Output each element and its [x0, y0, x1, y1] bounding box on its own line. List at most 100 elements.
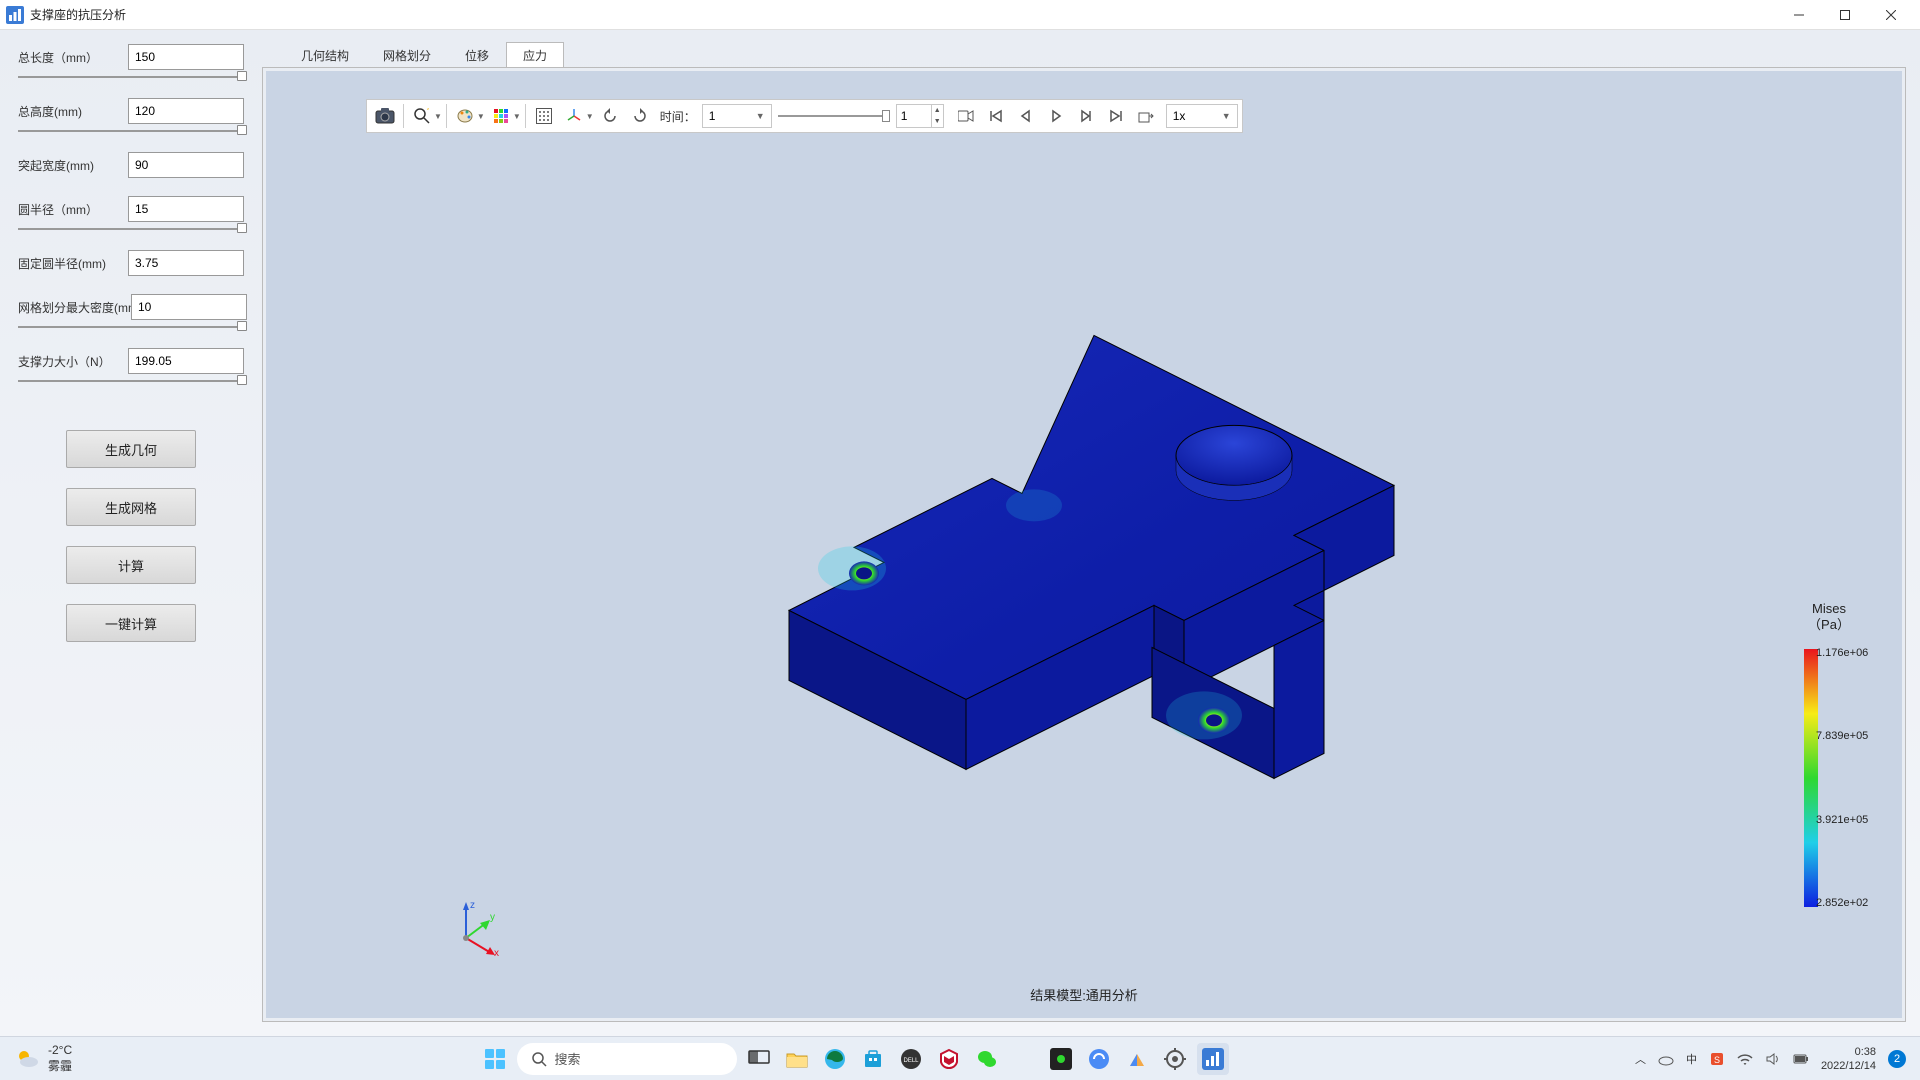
record-icon[interactable] — [952, 102, 980, 130]
dell-icon[interactable]: DELL — [895, 1043, 927, 1075]
camera-icon[interactable] — [371, 102, 399, 130]
ime-icon[interactable]: 中 — [1686, 1051, 1697, 1067]
param-input[interactable] — [131, 294, 247, 320]
taskbar-search[interactable]: 搜索 — [517, 1043, 737, 1075]
clock[interactable]: 0:382022/12/14 — [1821, 1045, 1876, 1073]
param-label: 固定圆半径(mm) — [18, 255, 120, 272]
param-label: 圆半径（mm） — [18, 201, 120, 218]
onedrive-icon[interactable] — [1658, 1052, 1674, 1066]
rotate-right-icon[interactable] — [626, 102, 654, 130]
svg-text:z: z — [470, 900, 475, 911]
skip-first-icon[interactable] — [982, 102, 1010, 130]
action-button-2[interactable]: 计算 — [66, 546, 196, 584]
legend-tick: 7.839e+05 — [1816, 730, 1868, 742]
tab-1[interactable]: 网格划分 — [366, 42, 448, 68]
cube-color-icon[interactable] — [487, 102, 515, 130]
current-app-icon[interactable] — [1197, 1043, 1229, 1075]
action-button-0[interactable]: 生成几何 — [66, 430, 196, 468]
weather-widget[interactable]: -2°C雾霾 — [0, 1043, 86, 1074]
tab-bar: 几何结构网格划分位移应力 — [262, 38, 1906, 68]
param-label: 突起宽度(mm) — [18, 157, 120, 174]
model-render — [734, 295, 1434, 815]
grid-dots-icon[interactable] — [530, 102, 558, 130]
main-area: 几何结构网格划分位移应力 ▼ ▼ ▼ ▼ — [262, 30, 1920, 1036]
param-slider[interactable] — [18, 378, 244, 384]
svg-text:DELL: DELL — [903, 1058, 919, 1064]
legend-tick: 3.921e+05 — [1816, 814, 1868, 826]
frame-spinner[interactable]: 1▲▼ — [896, 104, 944, 128]
tab-0[interactable]: 几何结构 — [284, 42, 366, 68]
action-button-3[interactable]: 一键计算 — [66, 604, 196, 642]
tab-2[interactable]: 位移 — [448, 42, 506, 68]
speed-dropdown[interactable]: 1x▼ — [1166, 104, 1238, 128]
palette-icon[interactable] — [451, 102, 479, 130]
step-forward-icon[interactable] — [1072, 102, 1100, 130]
param-label: 网格划分最大密度(mm) — [18, 299, 123, 316]
param-slider[interactable] — [18, 324, 244, 330]
volume-icon[interactable] — [1765, 1052, 1781, 1066]
result-label: 结果模型:通用分析 — [1030, 985, 1138, 1004]
minimize-button[interactable] — [1776, 0, 1822, 30]
parameter-panel: 总长度（mm）总高度(mm)突起宽度(mm)圆半径（mm）固定圆半径(mm)网格… — [0, 30, 262, 1036]
viewer-canvas[interactable]: ▼ ▼ ▼ ▼ 时间： 1▼ 1▲▼ — [266, 71, 1902, 1018]
wechat-icon[interactable] — [971, 1043, 1003, 1075]
export-icon[interactable] — [1132, 102, 1160, 130]
axes-icon[interactable] — [560, 102, 588, 130]
content-area: 总长度（mm）总高度(mm)突起宽度(mm)圆半径（mm）固定圆半径(mm)网格… — [0, 30, 1920, 1036]
action-button-1[interactable]: 生成网格 — [66, 488, 196, 526]
taskbar: -2°C雾霾 搜索 DELL ︿ 中 S 0:382022/12/14 — [0, 1036, 1920, 1080]
edge-icon[interactable] — [819, 1043, 851, 1075]
skip-last-icon[interactable] — [1102, 102, 1130, 130]
svg-text:S: S — [1714, 1055, 1720, 1065]
param-slider[interactable] — [18, 74, 244, 80]
param-2: 突起宽度(mm) — [18, 152, 244, 178]
param-4: 固定圆半径(mm) — [18, 250, 244, 276]
svg-text:x: x — [494, 948, 499, 958]
app-icon-3[interactable] — [1121, 1043, 1153, 1075]
battery-icon[interactable] — [1793, 1052, 1809, 1066]
param-input[interactable] — [128, 196, 244, 222]
titlebar: 支撑座的抗压分析 — [0, 0, 1920, 30]
viewer[interactable]: ▼ ▼ ▼ ▼ 时间： 1▼ 1▲▼ — [262, 67, 1906, 1022]
close-button[interactable] — [1868, 0, 1914, 30]
time-dropdown[interactable]: 1▼ — [702, 104, 772, 128]
wifi-icon[interactable] — [1737, 1052, 1753, 1066]
param-input[interactable] — [128, 152, 244, 178]
store-icon[interactable] — [857, 1043, 889, 1075]
param-slider[interactable] — [18, 226, 244, 232]
legend-ticks: 1.176e+06 7.839e+05 3.921e+05 2.852e+02 — [1816, 647, 1886, 909]
system-tray[interactable]: ︿ 中 S 0:382022/12/14 2 — [1621, 1045, 1920, 1073]
step-back-icon[interactable] — [1012, 102, 1040, 130]
legend-tick: 1.176e+06 — [1816, 647, 1868, 659]
param-label: 总长度（mm） — [18, 49, 120, 66]
param-3: 圆半径（mm） — [18, 196, 244, 232]
tab-3[interactable]: 应力 — [506, 42, 564, 69]
explorer-icon[interactable] — [781, 1043, 813, 1075]
param-input[interactable] — [128, 348, 244, 374]
axis-triad: z y x — [446, 898, 506, 958]
param-input[interactable] — [128, 44, 244, 70]
play-icon[interactable] — [1042, 102, 1070, 130]
tray-chevron-icon[interactable]: ︿ — [1635, 1051, 1646, 1067]
param-slider[interactable] — [18, 128, 244, 134]
time-slider[interactable] — [778, 104, 890, 128]
settings-icon[interactable] — [1159, 1043, 1191, 1075]
rotate-left-icon[interactable] — [596, 102, 624, 130]
param-6: 支撑力大小（N） — [18, 348, 244, 384]
window-title: 支撑座的抗压分析 — [30, 6, 1776, 23]
zoom-icon[interactable] — [408, 102, 436, 130]
legend-tick: 2.852e+02 — [1816, 897, 1868, 909]
app-icon-1[interactable] — [1045, 1043, 1077, 1075]
maximize-button[interactable] — [1822, 0, 1868, 30]
param-input[interactable] — [128, 98, 244, 124]
start-button[interactable] — [479, 1043, 511, 1075]
param-label: 支撑力大小（N） — [18, 353, 120, 370]
app-icon-2[interactable] — [1083, 1043, 1115, 1075]
notification-badge[interactable]: 2 — [1888, 1050, 1906, 1068]
app-tray-icon[interactable]: S — [1709, 1051, 1725, 1067]
param-input[interactable] — [128, 250, 244, 276]
param-5: 网格划分最大密度(mm) — [18, 294, 244, 330]
viewer-toolbar: ▼ ▼ ▼ ▼ 时间： 1▼ 1▲▼ — [366, 99, 1243, 133]
taskview-icon[interactable] — [743, 1043, 775, 1075]
mcafee-icon[interactable] — [933, 1043, 965, 1075]
